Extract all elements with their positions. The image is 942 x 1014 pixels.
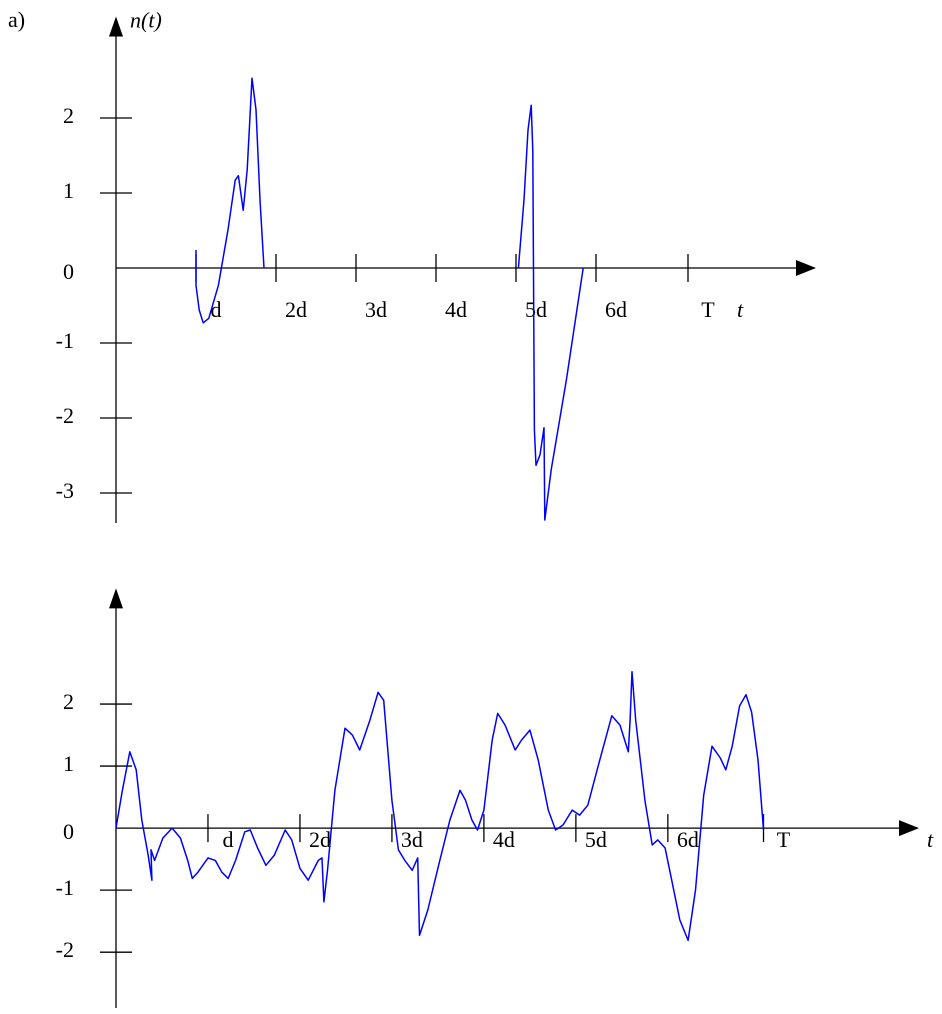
- x-tick-label: T: [777, 827, 791, 852]
- x-tick-label: T: [701, 297, 715, 322]
- x-tick-label: 6d: [605, 297, 627, 322]
- x-tick-label: d: [222, 827, 233, 852]
- x-tick-label: 4d: [493, 827, 515, 852]
- y-tick-label: 2: [63, 103, 74, 128]
- x-tick-label: 5d: [585, 827, 607, 852]
- y-tick-label: 1: [63, 178, 74, 203]
- y-tick-label: 1: [63, 751, 74, 776]
- x-tick-label: 5d: [525, 297, 547, 322]
- x-axis-arrow: [796, 260, 816, 276]
- y-tick-label: -1: [56, 328, 74, 353]
- curve: [115, 671, 765, 942]
- x-tick-label: 4d: [445, 297, 467, 322]
- y-tick-label: 2: [63, 689, 74, 714]
- y-axis-label: n(t): [130, 8, 162, 33]
- x-tick-label: d: [211, 297, 222, 322]
- x-tick-label: 6d: [677, 827, 699, 852]
- x-tick-label: 3d: [401, 827, 423, 852]
- y-tick-label: -2: [56, 937, 74, 962]
- y-tick-label: -1: [56, 875, 74, 900]
- y-tick-label: -2: [56, 403, 74, 428]
- panel-label: a): [8, 7, 25, 32]
- x-axis-label: t: [927, 827, 934, 852]
- y-tick-label: -3: [56, 478, 74, 503]
- x-axis-label: t: [737, 297, 744, 322]
- y-axis-arrow: [109, 16, 123, 37]
- y-tick-label: 0: [63, 259, 74, 284]
- y-axis-arrow: [109, 588, 123, 609]
- x-axis-arrow: [899, 820, 919, 837]
- x-tick-label: 2d: [285, 297, 307, 322]
- x-tick-label: 3d: [365, 297, 387, 322]
- y-tick-label: 0: [63, 819, 74, 844]
- x-tick-label: 2d: [309, 827, 331, 852]
- curve: [195, 77, 584, 521]
